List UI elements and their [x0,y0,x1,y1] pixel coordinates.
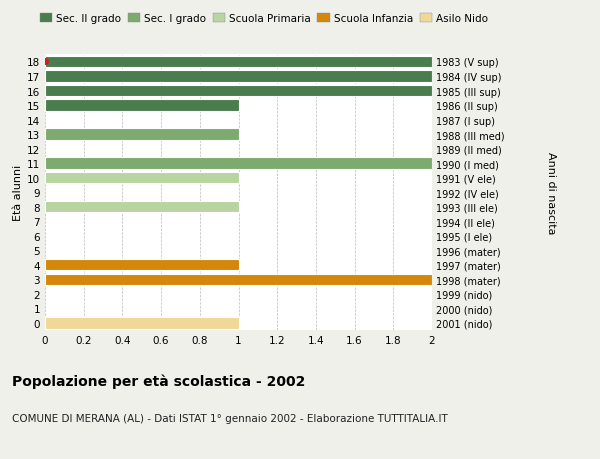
Bar [45,158,432,169]
Bar [45,318,239,329]
Bar [45,56,432,68]
Bar [45,173,239,184]
Legend: Sec. II grado, Sec. I grado, Scuola Primaria, Scuola Infanzia, Asilo Nido: Sec. II grado, Sec. I grado, Scuola Prim… [35,10,493,28]
Text: Popolazione per età scolastica - 2002: Popolazione per età scolastica - 2002 [12,374,305,389]
Y-axis label: Anni di nascita: Anni di nascita [547,151,556,234]
Y-axis label: Età alunni: Età alunni [13,165,23,221]
Bar [45,202,239,213]
Bar [45,71,432,83]
Text: COMUNE DI MERANA (AL) - Dati ISTAT 1° gennaio 2002 - Elaborazione TUTTITALIA.IT: COMUNE DI MERANA (AL) - Dati ISTAT 1° ge… [12,413,448,423]
Bar [45,274,432,285]
Bar [45,100,239,112]
Bar [45,260,239,271]
Bar [45,86,432,97]
Bar [45,129,239,140]
